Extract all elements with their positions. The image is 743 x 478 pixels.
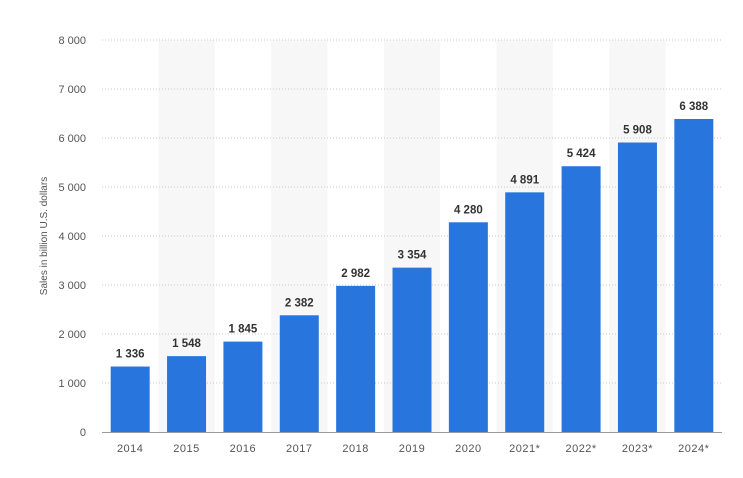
y-tick-label: 4 000 — [58, 231, 86, 243]
bar — [448, 222, 488, 432]
x-tick-label: 2023* — [622, 443, 653, 455]
y-tick-label: 5 000 — [58, 182, 86, 194]
y-axis-label: Sales in billion U.S. dollars — [39, 177, 50, 295]
data-label: 5 424 — [567, 148, 596, 160]
y-tick-label: 6 000 — [58, 133, 86, 145]
x-tick-label: 2022* — [565, 443, 596, 455]
bar — [223, 341, 263, 432]
x-tick-label: 2017 — [286, 443, 312, 455]
bar — [167, 356, 207, 432]
bar — [674, 118, 714, 432]
x-tick-label: 2020 — [455, 443, 481, 455]
x-tick-label: 2021* — [509, 443, 540, 455]
bar — [617, 142, 657, 432]
bars — [110, 118, 714, 432]
y-tick-label: 7 000 — [58, 84, 86, 96]
x-tick-label: 2019 — [399, 443, 425, 455]
data-label: 1 845 — [229, 324, 258, 336]
data-label: 4 280 — [454, 204, 483, 216]
x-axis-ticks: 2014 2015 2016 2017 2018 2019 2020 2021* 2022* 20… — [117, 443, 709, 455]
data-label: 6 388 — [679, 101, 708, 113]
data-label: 2 982 — [341, 268, 370, 280]
bar — [561, 166, 601, 432]
data-label: 5 908 — [623, 125, 652, 137]
x-tick-label: 2015 — [173, 443, 199, 455]
y-tick-label: 2 000 — [58, 329, 86, 341]
data-label: 3 354 — [398, 250, 427, 262]
data-label: 1 336 — [116, 349, 145, 361]
y-tick-label: 8 000 — [58, 35, 86, 47]
x-tick-label: 2018 — [342, 443, 368, 455]
data-label: 4 891 — [510, 174, 539, 186]
y-tick-label: 0 — [80, 427, 86, 439]
x-tick-label: 2024* — [678, 443, 709, 455]
x-tick-label: 2016 — [230, 443, 256, 455]
y-tick-label: 1 000 — [58, 378, 86, 390]
bar — [392, 267, 432, 432]
bar — [505, 192, 545, 432]
bar — [110, 366, 150, 432]
y-tick-label: 3 000 — [58, 280, 86, 292]
data-label: 2 382 — [285, 297, 314, 309]
data-label: 1 548 — [172, 338, 201, 350]
data-labels: 1 336 1 548 1 845 2 382 2 982 3 354 4 280 4 891… — [116, 101, 709, 361]
x-tick-label: 2014 — [117, 443, 143, 455]
y-axis-ticks: 0 1 000 2 000 3 000 4 000 5 000 6 000 7 000 8 00… — [58, 35, 86, 439]
bar — [279, 315, 319, 432]
bar — [336, 285, 376, 432]
